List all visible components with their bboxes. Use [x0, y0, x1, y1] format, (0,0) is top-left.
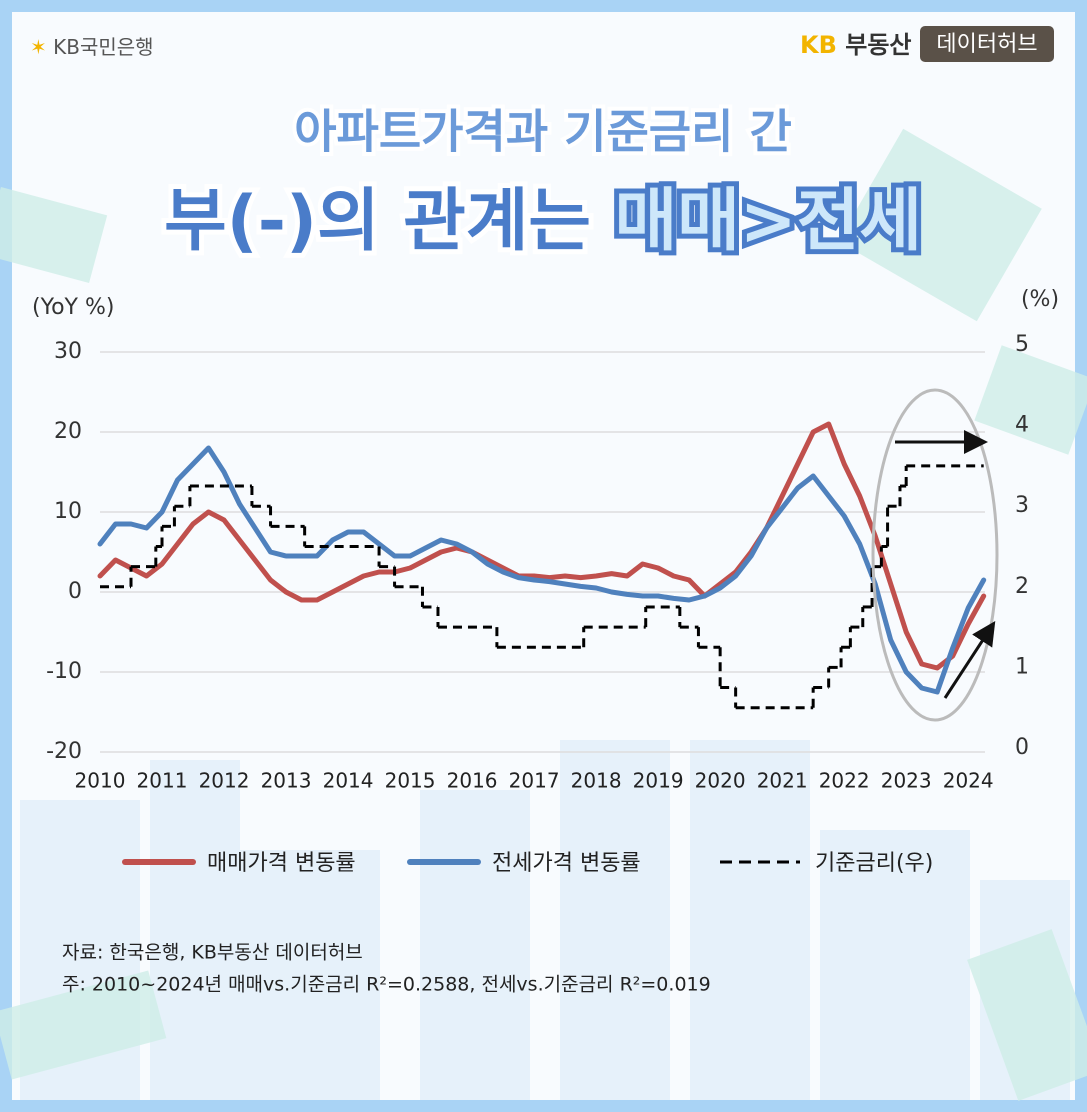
y-tick-label: 30	[54, 339, 82, 364]
x-tick-label: 2024	[943, 769, 994, 793]
legend-label: 전세가격 변동률	[492, 851, 641, 876]
x-tick-label: 2018	[571, 769, 622, 793]
subtitle-highlight: 매매>전세	[615, 182, 922, 261]
y2-tick-label: 1	[1015, 654, 1029, 679]
buildings	[20, 740, 1070, 1100]
x-tick-label: 2019	[633, 769, 684, 793]
brand-tag: 데이터허브	[936, 32, 1037, 57]
highlight-ellipse	[871, 388, 999, 722]
title: 아파트가격과 기준금리 간	[294, 105, 792, 159]
series-line	[97, 421, 987, 671]
arrow	[943, 620, 996, 699]
y2-axis-label: (%)	[1021, 287, 1059, 312]
y2-tick-label: 4	[1015, 413, 1029, 438]
y2-tick-label: 2	[1015, 574, 1029, 599]
brand-kb: KB	[800, 31, 837, 59]
brand: KB 부동산	[800, 31, 912, 59]
series-line	[97, 445, 987, 695]
x-tick-label: 2013	[261, 769, 312, 793]
x-tick-label: 2011	[137, 769, 188, 793]
bank-name: KB국민은행	[53, 35, 153, 59]
y2-tick-label: 3	[1015, 493, 1029, 518]
note: 자료: 한국은행, KB부동산 데이터허브	[62, 942, 363, 964]
x-tick-label: 2014	[323, 769, 374, 793]
brand-tag-box	[920, 26, 1054, 62]
subtitle: 부(-)의 관계는 매매>전세	[164, 182, 922, 261]
y2-tick-label: 5	[1015, 332, 1029, 357]
brand-name: 부동산	[845, 31, 911, 59]
legend-label: 매매가격 변동률	[207, 851, 356, 876]
x-tick-label: 2020	[695, 769, 746, 793]
x-tick-label: 2022	[819, 769, 870, 793]
x-tick-label: 2012	[199, 769, 250, 793]
y-tick-label: 0	[68, 579, 82, 604]
x-tick-label: 2021	[757, 769, 808, 793]
x-tick-label: 2016	[447, 769, 498, 793]
x-tick-label: 2017	[509, 769, 560, 793]
y-tick-label: 20	[54, 419, 82, 444]
x-tick-label: 2010	[75, 769, 126, 793]
legend-label: 기준금리(우)	[815, 851, 933, 876]
note: 주: 2010~2024년 매매vs.기준금리 R²=0.2588, 전세vs.…	[62, 974, 711, 996]
y-tick-label: 10	[54, 499, 82, 524]
plot: -20 -10 0 10 20 30 0 1 2 3 4 5 2010 2011 2012 2013 2014 2…	[46, 332, 1029, 793]
y2-tick-label: 0	[1015, 735, 1029, 760]
x-tick-label: 2015	[385, 769, 436, 793]
x-tick-label: 2023	[881, 769, 932, 793]
subtitle-main: 부(-)의 관계는	[164, 182, 615, 261]
money-decor	[0, 128, 1087, 1101]
bank-logo: ✶ KB국민은행	[30, 35, 154, 59]
y-axis-label: (YoY %)	[32, 295, 114, 320]
y-tick-label: -20	[46, 739, 82, 764]
y-tick-label: -10	[46, 659, 82, 684]
legend: 매매가격 변동률 전세가격 변동률 기준금리(우)	[122, 851, 933, 876]
